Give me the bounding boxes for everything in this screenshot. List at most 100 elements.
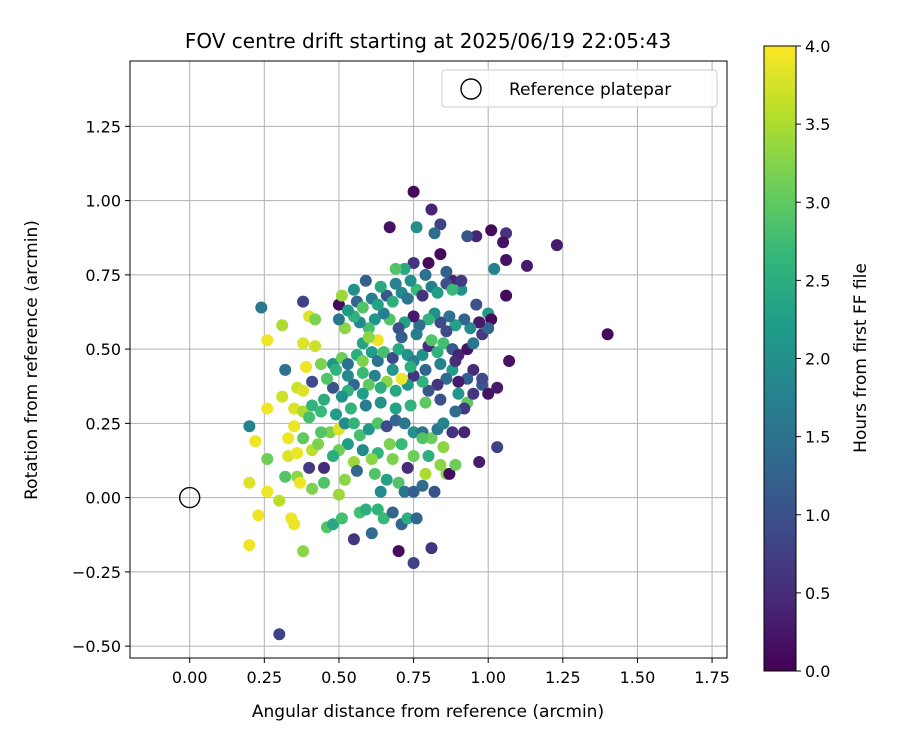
data-point [335, 512, 348, 525]
data-point [273, 494, 286, 507]
data-point [374, 381, 387, 394]
data-point [341, 438, 354, 451]
data-point [371, 298, 384, 311]
data-point [434, 393, 447, 406]
data-point [377, 346, 390, 359]
data-point [407, 185, 420, 198]
data-point [330, 363, 342, 376]
data-point [416, 349, 429, 361]
data-point [467, 337, 480, 350]
colorbar-tick-label: 0.0 [805, 662, 830, 681]
data-point [395, 331, 408, 344]
y-tick-label: −0.25 [72, 563, 121, 582]
data-point [404, 399, 417, 412]
grid-lines [130, 61, 727, 658]
data-point [482, 387, 495, 400]
data-point [398, 417, 411, 430]
data-point [401, 292, 414, 305]
x-tick-label: 1.25 [545, 668, 581, 687]
scatter-points [243, 185, 614, 641]
data-point [485, 224, 498, 237]
data-point [464, 322, 477, 335]
data-point [443, 467, 456, 480]
data-point [327, 518, 339, 531]
colorbar-tick-label: 1.0 [805, 506, 830, 525]
data-point [434, 458, 447, 471]
data-point [368, 467, 381, 480]
data-point [362, 423, 375, 436]
data-point [425, 432, 438, 445]
data-point [392, 476, 405, 489]
data-point [467, 387, 480, 400]
data-point [288, 518, 301, 531]
data-point [500, 289, 513, 302]
data-point [434, 218, 447, 231]
data-point [416, 375, 429, 388]
colorbar-tick-label: 3.5 [805, 115, 830, 134]
data-point [371, 355, 384, 367]
data-point [428, 227, 441, 240]
colorbar-gradient [764, 46, 796, 671]
data-point [413, 319, 426, 332]
colorbar-tick-label: 4.0 [805, 37, 830, 56]
data-point [356, 444, 369, 457]
data-point [300, 360, 313, 373]
data-point [279, 470, 292, 483]
data-point [395, 438, 408, 451]
data-point [449, 319, 462, 332]
data-point [449, 355, 462, 367]
data-point [416, 479, 429, 492]
data-point [365, 346, 378, 359]
data-point [389, 402, 402, 415]
data-point [386, 453, 399, 465]
data-point [318, 393, 330, 406]
data-point [431, 378, 444, 391]
data-point [288, 420, 301, 433]
data-point [416, 289, 429, 302]
data-point [282, 432, 295, 445]
data-point [338, 417, 351, 430]
data-point [297, 545, 310, 558]
data-point [410, 512, 423, 525]
data-point [470, 230, 483, 243]
data-point [386, 352, 399, 364]
data-point [362, 331, 375, 344]
data-point [356, 366, 369, 379]
data-point [332, 488, 345, 501]
data-point [455, 283, 468, 296]
data-point [282, 450, 295, 462]
data-point [380, 473, 393, 486]
y-tick-label: 0.75 [85, 266, 121, 285]
data-point [386, 363, 399, 376]
data-point [374, 280, 387, 293]
data-point [297, 384, 310, 397]
data-point [383, 438, 396, 451]
data-point [392, 343, 405, 356]
data-point [330, 408, 342, 421]
y-axis-label: Rotation from reference (arcmin) [22, 220, 42, 500]
x-tick-label: 1.75 [694, 668, 730, 687]
y-tick-label: 0.50 [85, 340, 121, 359]
data-point [335, 390, 348, 403]
data-point [303, 461, 316, 474]
data-point [446, 283, 459, 296]
legend-reference-marker [460, 78, 482, 100]
colorbar: 0.0 0.5 1.0 1.5 2.0 2.5 3.0 3.5 4.0 Hours from f… [763, 37, 871, 681]
data-point [386, 506, 399, 519]
data-point [377, 307, 390, 320]
data-point [482, 322, 495, 335]
data-point [550, 239, 563, 252]
data-point [440, 325, 453, 338]
data-point [383, 221, 396, 234]
data-point [398, 485, 411, 498]
data-point [500, 254, 513, 266]
data-point [497, 236, 510, 249]
data-point [309, 313, 322, 326]
data-point [434, 316, 447, 329]
data-point [410, 221, 423, 234]
data-point [488, 262, 501, 275]
data-point [407, 426, 420, 439]
data-point [338, 473, 351, 486]
data-point [365, 453, 378, 465]
data-point [318, 476, 330, 489]
